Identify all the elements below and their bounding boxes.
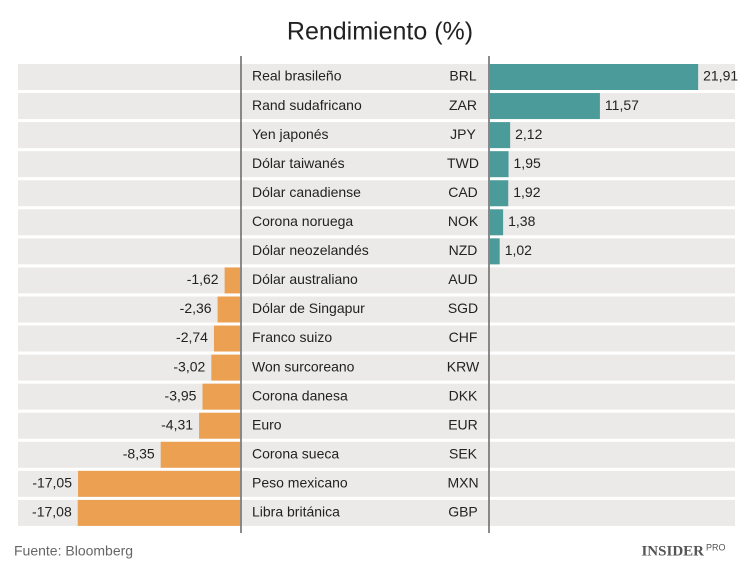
bar [213, 325, 240, 352]
currency-name: Yen japonés [252, 126, 329, 142]
currency-code: SGD [448, 300, 478, 316]
value-label: -4,31 [161, 416, 193, 432]
value-label: -17,05 [32, 475, 72, 491]
currency-name: Corona danesa [252, 387, 348, 403]
currency-name: Rand sudafricano [252, 97, 362, 113]
currency-code: JPY [450, 126, 476, 142]
row-background [18, 325, 735, 352]
currency-name: Peso mexicano [252, 475, 348, 491]
currency-name: Won surcoreano [252, 358, 355, 374]
currency-name: Franco suizo [252, 329, 332, 345]
row-background [18, 180, 735, 207]
currency-name: Dólar taiwanés [252, 155, 345, 171]
currency-code: CHF [449, 329, 478, 345]
currency-code: TWD [447, 155, 479, 171]
currency-name: Libra británica [252, 504, 340, 520]
currency-code: SEK [449, 445, 478, 461]
bar [160, 441, 240, 468]
row-background [18, 151, 735, 178]
currency-code: CAD [448, 184, 478, 200]
currency-code: ZAR [449, 97, 477, 113]
currency-code: AUD [448, 271, 478, 287]
value-label: 1,92 [513, 184, 540, 200]
bar [199, 412, 240, 439]
value-label: 21,91 [703, 68, 738, 84]
row-background [18, 412, 735, 439]
bar [211, 354, 240, 381]
value-label: 1,38 [508, 213, 535, 229]
value-label: 11,57 [605, 97, 639, 113]
chart-title: Rendimiento (%) [287, 18, 473, 46]
row-background [18, 383, 735, 410]
currency-name: Dólar australiano [252, 271, 358, 287]
value-label: -3,02 [173, 358, 205, 374]
currency-name: Corona sueca [252, 445, 339, 461]
currency-code: NOK [448, 213, 479, 229]
value-label: -8,35 [123, 445, 155, 461]
source: Fuente: Bloomberg [14, 543, 133, 559]
row-background [18, 238, 735, 265]
value-label: -2,74 [176, 329, 208, 345]
currency-name: Dólar canadiense [252, 184, 361, 200]
currency-code: GBP [448, 504, 478, 520]
currency-name: Real brasileño [252, 68, 342, 84]
value-label: 1,95 [514, 155, 541, 171]
currency-code: MXN [447, 475, 478, 491]
value-label: -1,62 [187, 271, 219, 287]
currency-code: DKK [449, 387, 478, 403]
bar [77, 499, 241, 526]
bar [202, 383, 240, 410]
logo-suffix: PRO [706, 542, 726, 552]
bar [490, 122, 511, 149]
currency-code: KRW [447, 358, 480, 374]
bar [490, 209, 504, 236]
row-background [18, 296, 735, 323]
value-label: 1,02 [505, 242, 532, 258]
currency-name: Corona noruega [252, 213, 353, 229]
row-background [18, 354, 735, 381]
currency-name: Dólar neozelandés [252, 242, 369, 258]
value-label: 2,12 [515, 126, 542, 142]
bar [78, 470, 241, 497]
bar [490, 93, 600, 120]
value-label: -2,36 [180, 300, 212, 316]
logo: INSIDER [641, 543, 704, 559]
row-background [18, 267, 735, 294]
row-background [18, 441, 735, 468]
bar [490, 151, 509, 178]
bar [490, 238, 500, 265]
row-background [18, 93, 735, 120]
bar [490, 180, 509, 207]
bar [490, 64, 699, 90]
currency-code: BRL [449, 68, 476, 84]
row-background [18, 209, 735, 236]
value-label: -17,08 [32, 504, 72, 520]
bar [217, 296, 240, 323]
bar [224, 267, 240, 294]
currency-code: EUR [448, 416, 478, 432]
row-background [18, 122, 735, 149]
currency-name: Euro [252, 416, 282, 432]
currency-code: NZD [449, 242, 478, 258]
value-label: -3,95 [165, 387, 197, 403]
currency-name: Dólar de Singapur [252, 300, 365, 316]
